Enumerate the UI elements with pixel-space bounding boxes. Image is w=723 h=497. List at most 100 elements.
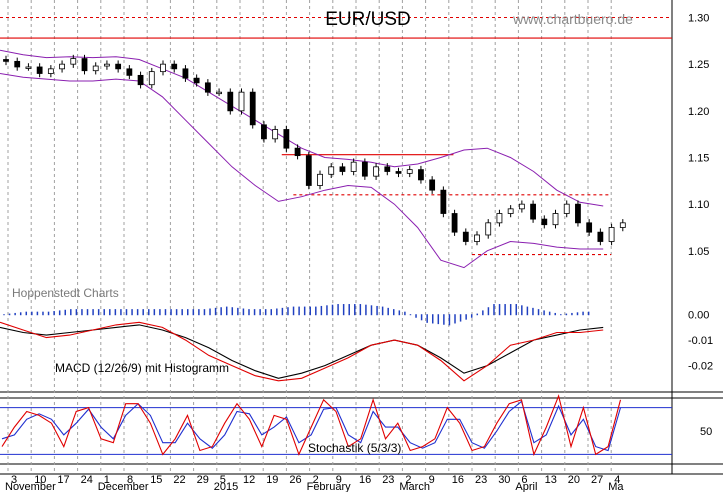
price-tick-label: 1.10 xyxy=(688,199,709,211)
candle-body xyxy=(148,71,155,86)
candle-body xyxy=(47,68,54,74)
price-tick-label: 1.25 xyxy=(688,59,709,71)
candle-body xyxy=(70,58,77,65)
candle-body xyxy=(406,169,413,174)
day-tick-label: 6 xyxy=(521,474,527,486)
day-tick-label: 3 xyxy=(11,474,17,486)
candle-body xyxy=(81,58,88,72)
day-tick-label: 23 xyxy=(382,474,394,486)
candle-body xyxy=(328,166,335,175)
candle-body xyxy=(462,231,469,242)
candle-body xyxy=(305,155,312,186)
month-label: March xyxy=(399,481,430,492)
upper-bollinger-band xyxy=(0,49,604,207)
day-tick-label: 23 xyxy=(475,474,487,486)
day-tick-label: 29 xyxy=(197,474,209,486)
candle-body xyxy=(59,63,65,70)
macd-tick-label: -0.02 xyxy=(688,361,713,373)
candle-body xyxy=(182,68,189,79)
candle-body xyxy=(216,91,222,95)
day-tick-label: 20 xyxy=(568,474,580,486)
lower-bollinger-band xyxy=(0,73,604,269)
candle-body xyxy=(395,171,402,174)
candle-body xyxy=(485,222,492,236)
price-tick-label: 1.20 xyxy=(688,106,709,118)
macd-label: MACD (12/26/9) mit Histogramm xyxy=(55,361,229,375)
day-tick-label: 16 xyxy=(359,474,371,486)
candle-body xyxy=(597,231,604,242)
candle-body xyxy=(418,169,424,181)
stochastic-label: Stochastik (5/3/3) xyxy=(308,441,401,455)
chart-title: EUR/USD xyxy=(325,9,411,30)
day-tick-label: 8 xyxy=(127,474,133,486)
candle-body xyxy=(563,203,570,214)
month-label: February xyxy=(307,481,352,492)
day-tick-label: 19 xyxy=(266,474,278,486)
day-tick-label: 10 xyxy=(34,474,46,486)
candle-body xyxy=(126,68,133,76)
candle-body xyxy=(496,213,503,224)
day-tick-label: 26 xyxy=(289,474,301,486)
day-tick-label: 24 xyxy=(81,474,93,486)
source-label: Hoppenstedt Charts xyxy=(12,286,119,300)
candle-body xyxy=(104,63,110,67)
candle-body xyxy=(283,129,290,149)
day-tick-label: 27 xyxy=(591,474,603,486)
candle-body xyxy=(339,166,346,172)
month-label: November xyxy=(5,481,56,492)
candle-body xyxy=(451,213,458,233)
day-tick-label: 5 xyxy=(220,474,226,486)
month-label: 2015 xyxy=(214,481,238,492)
stoch-d-line xyxy=(1,400,622,452)
day-tick-label: 17 xyxy=(57,474,69,486)
stochastic-panel xyxy=(0,394,672,457)
day-tick-label: 9 xyxy=(336,474,342,486)
month-label: December xyxy=(98,481,149,492)
candle-body xyxy=(350,161,357,172)
day-tick-label: 13 xyxy=(545,474,557,486)
candle-body xyxy=(429,179,436,191)
candle-body xyxy=(14,60,21,68)
month-label: April xyxy=(515,481,537,492)
candle-body xyxy=(137,74,144,86)
candle-body xyxy=(440,189,447,214)
candle-body xyxy=(92,65,99,72)
macd-tick-label: 0.00 xyxy=(688,310,709,322)
candle-body xyxy=(227,91,234,112)
candle-body xyxy=(552,213,559,226)
candle-body xyxy=(193,77,200,84)
candle-body xyxy=(3,59,9,62)
day-tick-label: 16 xyxy=(452,474,464,486)
candle-body xyxy=(272,129,279,140)
price-panel xyxy=(0,16,672,269)
candle-body xyxy=(238,91,245,112)
candle-body xyxy=(25,66,32,69)
candle-body xyxy=(160,63,166,73)
macd-panel xyxy=(0,304,604,382)
candle-body xyxy=(530,203,536,220)
watermark: www.chartbuero.de xyxy=(512,11,633,27)
stoch-k-line xyxy=(1,394,622,457)
day-tick-label: 22 xyxy=(173,474,185,486)
month-label: Ma xyxy=(608,481,624,492)
candle-body xyxy=(474,234,480,242)
day-tick-label: 2 xyxy=(405,474,411,486)
candle-body xyxy=(507,208,514,214)
candle-body xyxy=(608,227,615,242)
candle-body xyxy=(518,203,525,210)
macd-line xyxy=(0,324,604,379)
candle-body xyxy=(36,66,43,74)
axis-layer: 1.30 1.25 1.20 1.15 1.10 1.05 0.00 -0.01 -0.02 50… xyxy=(5,13,713,494)
candle-body xyxy=(586,222,593,233)
day-tick-label: 4 xyxy=(614,474,620,486)
day-tick-label: 1 xyxy=(104,474,110,486)
day-tick-label: 12 xyxy=(243,474,255,486)
candle-body xyxy=(575,203,581,224)
macd-signal-line xyxy=(0,321,604,382)
day-tick-label: 2 xyxy=(313,474,319,486)
candle-body xyxy=(115,63,122,70)
stoch-tick-label: 50 xyxy=(700,426,712,438)
candle-body xyxy=(619,222,626,228)
candle-body xyxy=(384,166,391,172)
